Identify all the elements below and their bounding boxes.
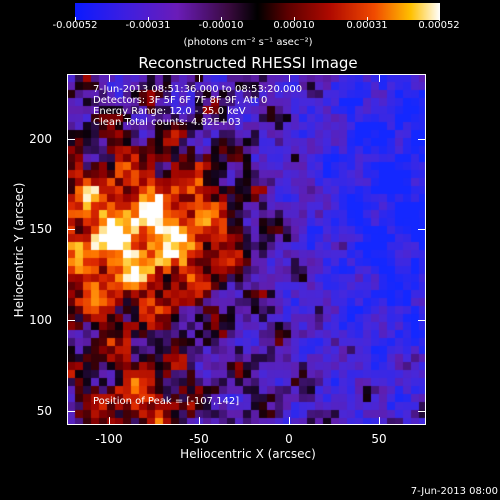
x-tick-mark <box>109 417 110 425</box>
x-tick-mark <box>109 74 110 82</box>
colorbar-tick-mark <box>221 17 222 21</box>
colorbar-tick-label: 0.00052 <box>418 20 460 31</box>
x-tick-label: 50 <box>371 432 387 446</box>
energy-range: Energy Range: 12.0 - 25.0 keV <box>93 106 246 117</box>
x-tick-label: -50 <box>189 432 209 446</box>
colorbar <box>75 3 440 20</box>
colorbar-tick-mark <box>367 17 368 21</box>
colorbar-tick-mark <box>75 17 76 21</box>
y-tick-mark <box>418 139 426 140</box>
colorbar-tick-label: -0.00031 <box>125 20 171 31</box>
x-tick-mark <box>199 74 200 82</box>
x-axis-label: Heliocentric X (arcsec) <box>180 447 316 461</box>
x-tick-label: 0 <box>285 432 293 446</box>
image-title: Reconstructed RHESSI Image <box>138 54 358 72</box>
detectors: Detectors: 3F 5F 6F 7F 8F 9F, Att 0 <box>93 95 268 106</box>
colorbar-tick-mark <box>439 17 440 21</box>
y-tick-label: 50 <box>36 404 52 418</box>
plot-datestamp: 7-Jun-2013 08:00 <box>410 486 498 497</box>
peak-position: Position of Peak = [-107,142] <box>93 396 240 407</box>
x-tick-mark <box>199 417 200 425</box>
y-tick-mark <box>418 229 426 230</box>
colorbar-tick-label: -0.00052 <box>52 20 98 31</box>
y-tick-label: 200 <box>29 132 52 146</box>
colorbar-units: (photons cm⁻² s⁻¹ asec⁻²) <box>183 37 313 48</box>
y-tick-mark <box>67 229 75 230</box>
y-tick-mark <box>67 411 75 412</box>
y-tick-mark <box>67 320 75 321</box>
colorbar-tick-mark <box>294 17 295 21</box>
x-tick-label: -100 <box>95 432 123 446</box>
y-tick-mark <box>418 411 426 412</box>
x-tick-mark <box>289 74 290 82</box>
y-tick-mark <box>67 139 75 140</box>
x-tick-mark <box>379 417 380 425</box>
rhessi-image: 7-Jun-2013 08:51:36.000 to 08:53:20.000 … <box>67 74 426 425</box>
image-canvas <box>67 74 426 425</box>
y-tick-label: 150 <box>29 222 52 236</box>
y-tick-label: 100 <box>29 313 52 327</box>
y-tick-mark <box>418 320 426 321</box>
clean-counts: Clean Total counts: 4.82E+03 <box>93 117 241 128</box>
colorbar-tick-label: 0.00031 <box>346 20 388 31</box>
x-tick-mark <box>379 74 380 82</box>
colorbar-tick-label: -0.00010 <box>198 20 244 31</box>
colorbar-tick-label: 0.00010 <box>273 20 315 31</box>
time-range: 7-Jun-2013 08:51:36.000 to 08:53:20.000 <box>93 84 303 95</box>
y-axis-label: Heliocentric Y (arcsec) <box>12 182 26 318</box>
colorbar-tick-mark <box>148 17 149 21</box>
x-tick-mark <box>289 417 290 425</box>
